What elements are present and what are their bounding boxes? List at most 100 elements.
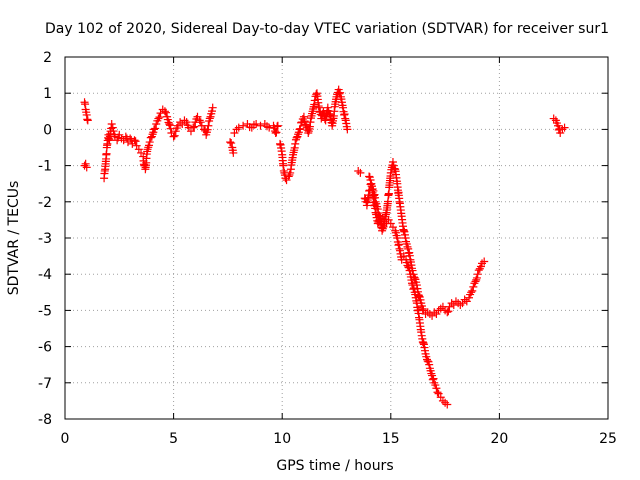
y-tick-label: -2: [38, 195, 52, 211]
x-tick-label: 20: [490, 431, 508, 447]
data-point: [323, 103, 332, 112]
data-point: [356, 168, 365, 177]
data-point: [146, 133, 155, 142]
data-point: [203, 125, 212, 134]
data-point: [480, 257, 489, 266]
data-point: [273, 121, 282, 130]
data-point: [160, 107, 169, 116]
data-point: [391, 226, 400, 235]
data-point: [190, 122, 199, 131]
y-axis-ticks: 2 1 0 -1 -2 -3 -4 -5 -6 -7 -8: [38, 50, 608, 428]
data-point: [144, 143, 153, 152]
data-point: [296, 124, 305, 133]
y-tick-label: -3: [38, 231, 52, 247]
data-point: [165, 121, 174, 130]
data-point: [107, 119, 116, 128]
data-point: [409, 284, 418, 293]
data-point: [445, 302, 454, 311]
x-tick-label: 5: [169, 431, 178, 447]
data-point: [295, 125, 304, 134]
data-point: [429, 374, 438, 383]
data-point: [208, 103, 217, 112]
data-point: [458, 299, 467, 308]
data-point: [456, 300, 465, 309]
data-point: [443, 308, 452, 317]
data-point: [416, 295, 425, 304]
data-point: [436, 304, 445, 313]
data-point: [470, 279, 479, 288]
data-point: [270, 127, 279, 136]
y-tick-label: -8: [38, 412, 52, 428]
data-point: [291, 139, 300, 148]
data-point: [273, 122, 282, 131]
data-point: [285, 170, 294, 179]
data-point: [207, 107, 216, 116]
x-tick-label: 15: [382, 431, 400, 447]
data-point: [404, 262, 413, 271]
data-point: [294, 130, 303, 139]
x-tick-label: 0: [61, 431, 70, 447]
data-point: [432, 384, 441, 393]
y-tick-label: 1: [43, 86, 52, 102]
data-point: [229, 148, 238, 157]
data-point: [434, 389, 443, 398]
data-series: [80, 85, 569, 409]
data-point: [137, 148, 146, 157]
data-point: [109, 127, 118, 136]
data-point: [430, 308, 439, 317]
data-point: [388, 157, 397, 166]
data-point: [144, 141, 153, 150]
chart-title: Day 102 of 2020, Sidereal Day-to-day VTE…: [45, 21, 609, 37]
data-point: [165, 119, 174, 128]
data-point: [131, 137, 140, 146]
data-point: [299, 112, 308, 121]
data-point: [286, 168, 295, 177]
data-point: [418, 304, 427, 313]
data-point: [205, 114, 214, 123]
y-tick-label: -5: [38, 303, 52, 319]
data-point: [371, 197, 380, 206]
data-point: [169, 132, 178, 141]
data-point: [82, 163, 91, 172]
data-point: [196, 118, 205, 127]
data-point: [343, 125, 352, 134]
data-point: [178, 119, 187, 128]
data-point: [300, 117, 309, 126]
data-point: [132, 141, 141, 150]
grid: [65, 57, 608, 419]
data-point: [189, 123, 198, 132]
data-point: [252, 119, 261, 128]
data-point: [83, 116, 92, 125]
data-point: [336, 88, 345, 97]
data-point: [108, 123, 117, 132]
data-point: [81, 159, 90, 168]
data-point: [473, 270, 482, 279]
data-point: [474, 266, 483, 275]
data-point: [451, 297, 460, 306]
data-point: [154, 114, 163, 123]
x-axis-label: GPS time / hours: [276, 458, 393, 474]
x-tick-label: 10: [273, 431, 291, 447]
data-point: [467, 288, 476, 297]
data-point: [145, 138, 154, 147]
data-point: [166, 124, 175, 133]
data-point: [472, 275, 481, 284]
data-point: [232, 125, 241, 134]
data-point: [365, 172, 374, 181]
data-point: [471, 277, 480, 286]
y-tick-label: 2: [43, 50, 52, 66]
data-point: [378, 223, 387, 232]
data-point: [292, 133, 301, 142]
data-point: [405, 266, 414, 275]
data-point: [170, 131, 179, 140]
data-point: [230, 129, 239, 138]
y-axis-label: SDTVAR / TECUs: [6, 181, 22, 296]
data-point: [80, 161, 89, 170]
data-point: [362, 197, 371, 206]
data-point: [433, 388, 442, 397]
data-point: [204, 121, 213, 130]
data-point: [234, 123, 243, 132]
data-point: [472, 273, 481, 282]
data-point: [151, 124, 160, 133]
y-tick-label: -4: [38, 267, 52, 283]
